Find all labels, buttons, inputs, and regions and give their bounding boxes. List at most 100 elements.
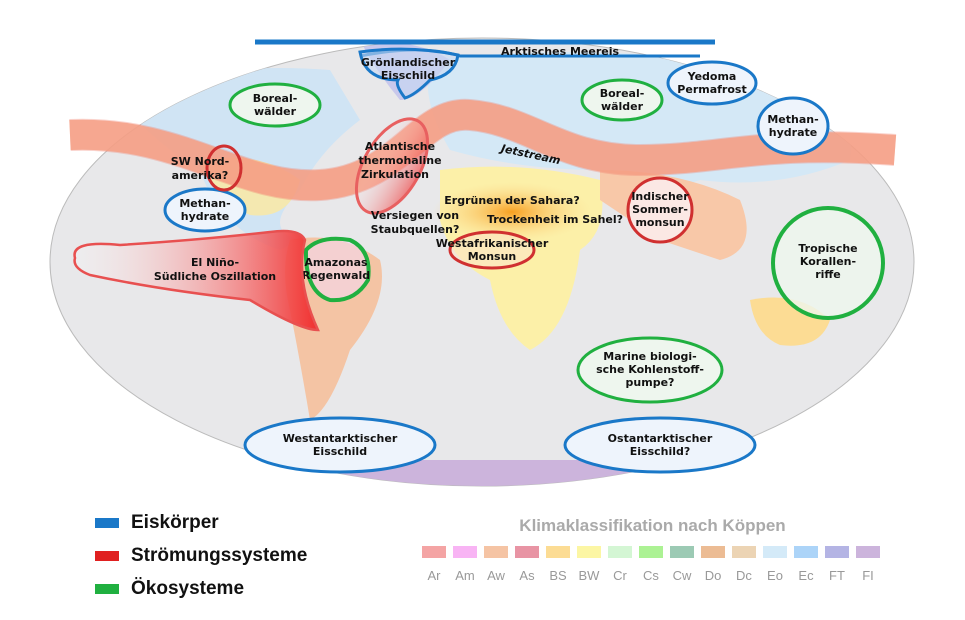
east-antarctic-label-2: Eisschild?: [630, 445, 691, 458]
koppen-swatch: [546, 546, 570, 558]
koppen-code: Am: [455, 568, 475, 583]
amazon-label-2: Regenwald: [302, 269, 370, 282]
methane-west-label-2: hydrate: [181, 210, 229, 223]
koppen-swatch: [794, 546, 818, 558]
boreal-east-label-2: wälder: [601, 100, 644, 113]
marine-pump-label-2: sche Kohlenstoff-: [596, 363, 704, 376]
coral-label-2: Korallen-: [800, 255, 856, 268]
koppen-code: BW: [578, 568, 600, 583]
koppen-swatch: [577, 546, 601, 558]
boreal-west-label: Boreal-: [253, 92, 298, 105]
koppen-swatch: [670, 546, 694, 558]
greenland-label: Grönlandischer: [361, 56, 456, 69]
koppen-class: BW: [577, 546, 601, 583]
enso-label: El Niño-: [191, 256, 239, 269]
enso-marker: El Niño-Südliche Oszillation: [73, 229, 320, 332]
koppen-class: As: [515, 546, 539, 583]
amazon-label: Amazonas: [304, 256, 368, 269]
indian-monsoon-label-2: Sommer-: [632, 203, 688, 216]
koppen-code: FI: [862, 568, 874, 583]
legend-circulation-swatch: [95, 551, 119, 561]
koppen-swatch: [639, 546, 663, 558]
amazon-rainforest-marker: Amazonas Regenwald: [302, 236, 371, 303]
koppen-swatch: [484, 546, 508, 558]
legend-ecosystem-swatch: [95, 584, 119, 594]
koppen-code: Cr: [613, 568, 627, 583]
west-antarctic-label: Westantarktischer: [283, 432, 398, 445]
enso-label-2: Südliche Oszillation: [154, 270, 276, 283]
svg-text:SW Nord-amerika?: SW Nord-amerika?: [171, 155, 230, 182]
koppen-code: Dc: [736, 568, 752, 583]
arctic-sea-ice-label: Arktisches Meereis: [501, 45, 620, 58]
legend-ice-swatch: [95, 518, 119, 528]
koppen-code: Ec: [798, 568, 814, 583]
greenland-label-2: Eisschild: [381, 69, 435, 82]
koppen-code: Do: [704, 568, 722, 583]
methane-east-label: Methan-: [767, 113, 818, 126]
indian-monsoon-label-3: monsun: [635, 216, 684, 229]
methane-west-label: Methan-: [179, 197, 230, 210]
koppen-class: BS: [546, 546, 570, 583]
koppen-swatch: [453, 546, 477, 558]
jetstream-outline: [69, 98, 897, 202]
svg-text:Boreal-wälder: Boreal-wälder: [600, 87, 645, 113]
koppen-code: BS: [549, 568, 567, 583]
koppen-class: Cw: [670, 546, 694, 583]
dust-label: Versiegen von: [371, 209, 459, 222]
wam-label-2: Monsun: [468, 250, 517, 263]
marine-pump-label: Marine biologi-: [603, 350, 696, 363]
koppen-swatch: [422, 546, 446, 558]
west-antarctic-label-2: Eisschild: [313, 445, 367, 458]
koppen-class: Eo: [763, 546, 787, 583]
jetstream-band: [69, 99, 897, 201]
boreal-forest-west-marker: Boreal-wälder: [228, 82, 322, 128]
koppen-code: FT: [829, 568, 845, 583]
methane-hydrate-east-marker: Methan-hydrate: [756, 96, 830, 156]
koppen-swatch: [856, 546, 880, 558]
koppen-class: Do: [701, 546, 725, 583]
legend-circulation: Strömungssysteme: [95, 545, 307, 567]
koppen-swatch: [515, 546, 539, 558]
svg-text:Methan-hydrate: Methan-hydrate: [767, 113, 818, 139]
boreal-forest-east-marker: Boreal-wälder: [580, 78, 664, 122]
koppen-swatch: [608, 546, 632, 558]
yedoma-permafrost-marker: Yedoma Permafrost: [666, 60, 758, 106]
koppen-class: Am: [453, 546, 477, 583]
amoc-label: Atlantische: [365, 140, 435, 153]
koppen-title: Klimaklassifikation nach Köppen: [519, 516, 786, 535]
koppen-class: Ec: [794, 546, 818, 583]
marine-pump-label-3: pumpe?: [626, 376, 675, 389]
world-map: Jetstream Arktisches Meereis Grönlandisc…: [49, 37, 915, 487]
svg-text:Marine biologi-sche Kohlenstof: Marine biologi-sche Kohlenstoff-pumpe?: [596, 350, 704, 389]
koppen-swatch: [763, 546, 787, 558]
sahara-label: Ergrünen der Sahara?: [444, 194, 579, 207]
west-african-monsoon-marker: Westafrikanischer Monsun: [436, 230, 549, 270]
coral-label: Tropische: [798, 242, 857, 255]
koppen-class: Aw: [484, 546, 508, 583]
koppen-code: Aw: [487, 568, 505, 583]
koppen-code: Ar: [427, 568, 441, 583]
legend-circulation-label: Strömungssysteme: [131, 545, 308, 566]
amoc-label-2: thermohaline: [358, 154, 441, 167]
boreal-east-label: Boreal-: [600, 87, 645, 100]
koppen-class: FT: [825, 546, 849, 583]
svg-text:Methan-hydrate: Methan-hydrate: [179, 197, 230, 223]
legend-ice-label: Eiskörper: [131, 512, 219, 533]
koppen-code: As: [519, 568, 535, 583]
svg-text:Boreal-wälder: Boreal-wälder: [253, 92, 298, 118]
west-antarctic-marker: Westantarktischer Eisschild: [243, 416, 437, 474]
legend-ecosystem-label: Ökosysteme: [131, 578, 245, 599]
koppen-class: Cr: [608, 546, 632, 583]
boreal-west-label-2: wälder: [254, 105, 297, 118]
koppen-swatch: [732, 546, 756, 558]
